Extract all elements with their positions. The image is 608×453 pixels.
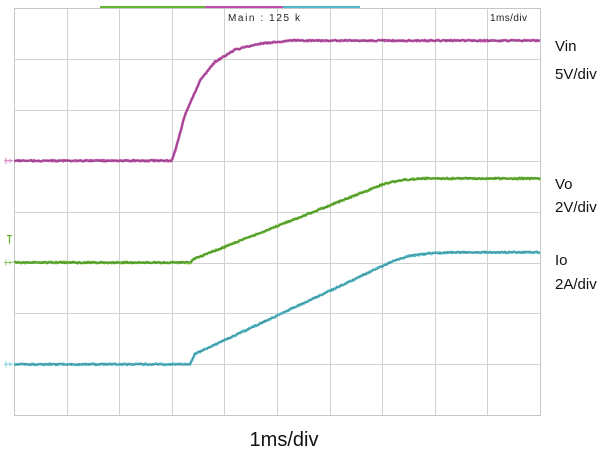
io-channel-scale: 2A/div	[555, 276, 597, 293]
record-bar-segment	[283, 6, 360, 8]
vo-channel-scale: 2V/div	[555, 199, 597, 216]
trace-io	[13, 250, 541, 367]
waveform-traces	[13, 38, 542, 367]
record-bar-segment	[100, 6, 205, 8]
record-bar-segment	[205, 6, 283, 8]
plot-grid	[14, 8, 540, 416]
record-position-bar	[100, 6, 360, 8]
vo-channel-name: Vo	[555, 176, 573, 193]
ch1-ground-marker-icon	[4, 157, 13, 164]
record-length-readout: Main : 125 k	[228, 13, 301, 24]
ch2-ground-marker-icon	[4, 259, 13, 266]
trace-vin	[13, 38, 541, 163]
channel-markers	[4, 157, 13, 368]
trigger-marker-icon	[7, 234, 12, 244]
timebase-readout: 1ms/div	[490, 13, 527, 24]
timebase-caption: 1ms/div	[250, 429, 319, 451]
io-channel-name: Io	[555, 252, 568, 269]
trace-noise-vo	[13, 176, 541, 265]
vin-channel-name: Vin	[555, 38, 576, 55]
trace-noise-vin	[13, 38, 541, 163]
trace-noise-io	[13, 250, 541, 366]
ch3-ground-marker-icon	[4, 361, 13, 368]
trace-vo	[13, 176, 542, 265]
vin-channel-scale: 5V/div	[555, 66, 597, 83]
plot-frame	[14, 8, 541, 416]
